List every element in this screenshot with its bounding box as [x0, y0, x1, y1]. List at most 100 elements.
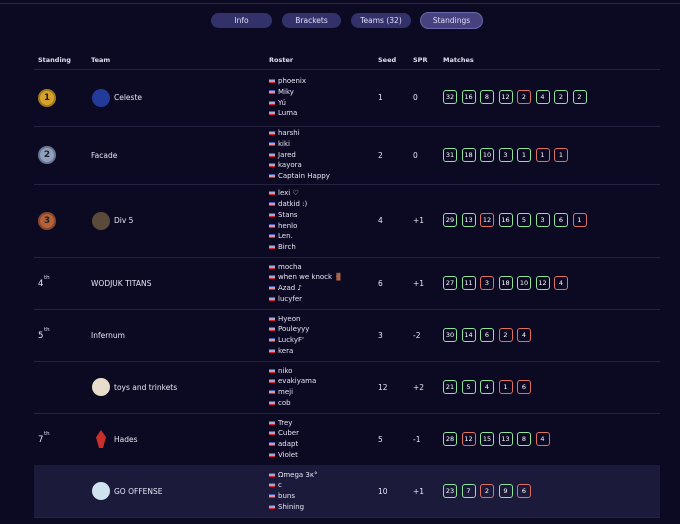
match[interactable]: 13 [461, 213, 476, 227]
flag [269, 141, 275, 146]
match[interactable]: 1 [554, 147, 568, 162]
match[interactable]: 28 [443, 431, 457, 446]
match[interactable]: 3 [480, 275, 494, 290]
match[interactable]: 3 [498, 147, 513, 162]
match[interactable]: 2 [554, 90, 568, 104]
player: Cuber [269, 428, 299, 439]
match[interactable]: 1 [572, 213, 587, 227]
match[interactable]: 23 [443, 483, 457, 498]
match[interactable]: 32 [443, 90, 457, 104]
tab[interactable]: Brackets [282, 13, 341, 28]
match[interactable]: 2 [572, 90, 587, 104]
match[interactable]: 6 [480, 327, 494, 342]
match[interactable]: 1 [517, 147, 531, 162]
team-name[interactable]: Div 5 [114, 216, 134, 225]
match[interactable]: 15 [480, 431, 494, 446]
player: Stans [269, 210, 307, 221]
team-name[interactable]: Infernum [91, 330, 125, 340]
column-header: SPR [413, 56, 428, 64]
player-name: when we knock 🚪 [278, 273, 344, 282]
flag [269, 400, 275, 405]
player: buns [269, 491, 318, 502]
match[interactable]: 5 [517, 213, 531, 227]
flag [269, 264, 275, 269]
team-name[interactable]: Facade [91, 150, 118, 160]
match[interactable]: 29 [443, 213, 457, 227]
spr: +1 [413, 216, 425, 225]
team-name[interactable]: WODJUK TITANS [91, 278, 152, 288]
match[interactable]: 2 [480, 483, 494, 498]
flag [269, 234, 275, 239]
match[interactable]: 4 [517, 327, 531, 342]
flag [269, 296, 275, 301]
player: kiki [269, 139, 330, 150]
match[interactable]: 14 [461, 327, 476, 342]
match[interactable]: 2 [498, 327, 513, 342]
match[interactable]: 7 [461, 483, 476, 498]
match[interactable]: 8 [480, 90, 494, 104]
match[interactable]: 27 [443, 275, 457, 290]
flag [269, 212, 275, 217]
flag [269, 442, 275, 446]
standing-suffix: th [44, 275, 50, 281]
match[interactable]: 30 [443, 327, 457, 342]
match[interactable]: 12 [535, 275, 550, 290]
match[interactable]: 10 [480, 147, 494, 162]
match[interactable]: 18 [498, 275, 513, 290]
match[interactable]: 1 [535, 147, 550, 162]
row-highlight [34, 465, 660, 517]
match[interactable]: 6 [517, 483, 531, 498]
flag [269, 390, 275, 394]
tab[interactable]: Teams (32) [351, 13, 411, 28]
player-name: c [278, 481, 282, 490]
player-name: buns [278, 492, 295, 500]
team-name[interactable]: GO OFFENSE [114, 486, 163, 496]
match[interactable]: 4 [535, 431, 550, 446]
standing-rank: 5 [38, 331, 44, 341]
match[interactable]: 4 [480, 379, 494, 394]
team-name[interactable]: Hades [114, 434, 138, 444]
match[interactable]: 12 [480, 213, 494, 227]
match[interactable]: 6 [517, 379, 531, 394]
match[interactable]: 10 [517, 275, 531, 290]
match[interactable]: 13 [498, 431, 513, 446]
match[interactable]: 16 [461, 90, 476, 104]
match[interactable]: 1 [498, 379, 513, 394]
standing-suffix: th [44, 327, 50, 333]
player-name: Shining [278, 502, 305, 511]
match[interactable]: 2 [517, 90, 531, 104]
player-name: kera [278, 346, 294, 355]
match[interactable]: 18 [461, 147, 476, 162]
player-name: Violet [278, 450, 298, 459]
match[interactable]: 5 [461, 379, 476, 394]
match[interactable]: 8 [517, 431, 531, 446]
match[interactable]: 31 [443, 147, 457, 162]
player-name: meji [278, 388, 294, 396]
player: Captain Happy [269, 171, 330, 182]
tab[interactable]: Info [211, 13, 272, 28]
player-name: adapt [278, 440, 299, 448]
team-name[interactable]: Celeste [114, 93, 143, 102]
spr: -2 [413, 330, 421, 340]
roster: phoenix Miky Yú Luma [269, 76, 306, 119]
match[interactable]: 16 [498, 213, 513, 227]
match[interactable]: 4 [535, 90, 550, 104]
match[interactable]: 9 [498, 483, 513, 498]
player: Yú [269, 98, 306, 109]
player-name: niko [278, 366, 293, 375]
seed: 4 [378, 216, 383, 225]
player-name: harshi [278, 129, 300, 138]
match[interactable]: 4 [554, 275, 568, 290]
flag [269, 152, 275, 157]
player: Miky [269, 87, 306, 98]
tab[interactable]: Standings [421, 13, 482, 28]
match[interactable]: 3 [535, 213, 550, 227]
match[interactable]: 6 [554, 213, 568, 227]
match[interactable]: 11 [461, 275, 476, 290]
player-name: mocha [278, 262, 302, 271]
match[interactable]: 12 [461, 431, 476, 446]
match[interactable]: 12 [498, 90, 513, 104]
player-name: henlo [278, 221, 298, 230]
match[interactable]: 21 [443, 379, 457, 394]
team-name[interactable]: toys and trinkets [114, 382, 178, 392]
